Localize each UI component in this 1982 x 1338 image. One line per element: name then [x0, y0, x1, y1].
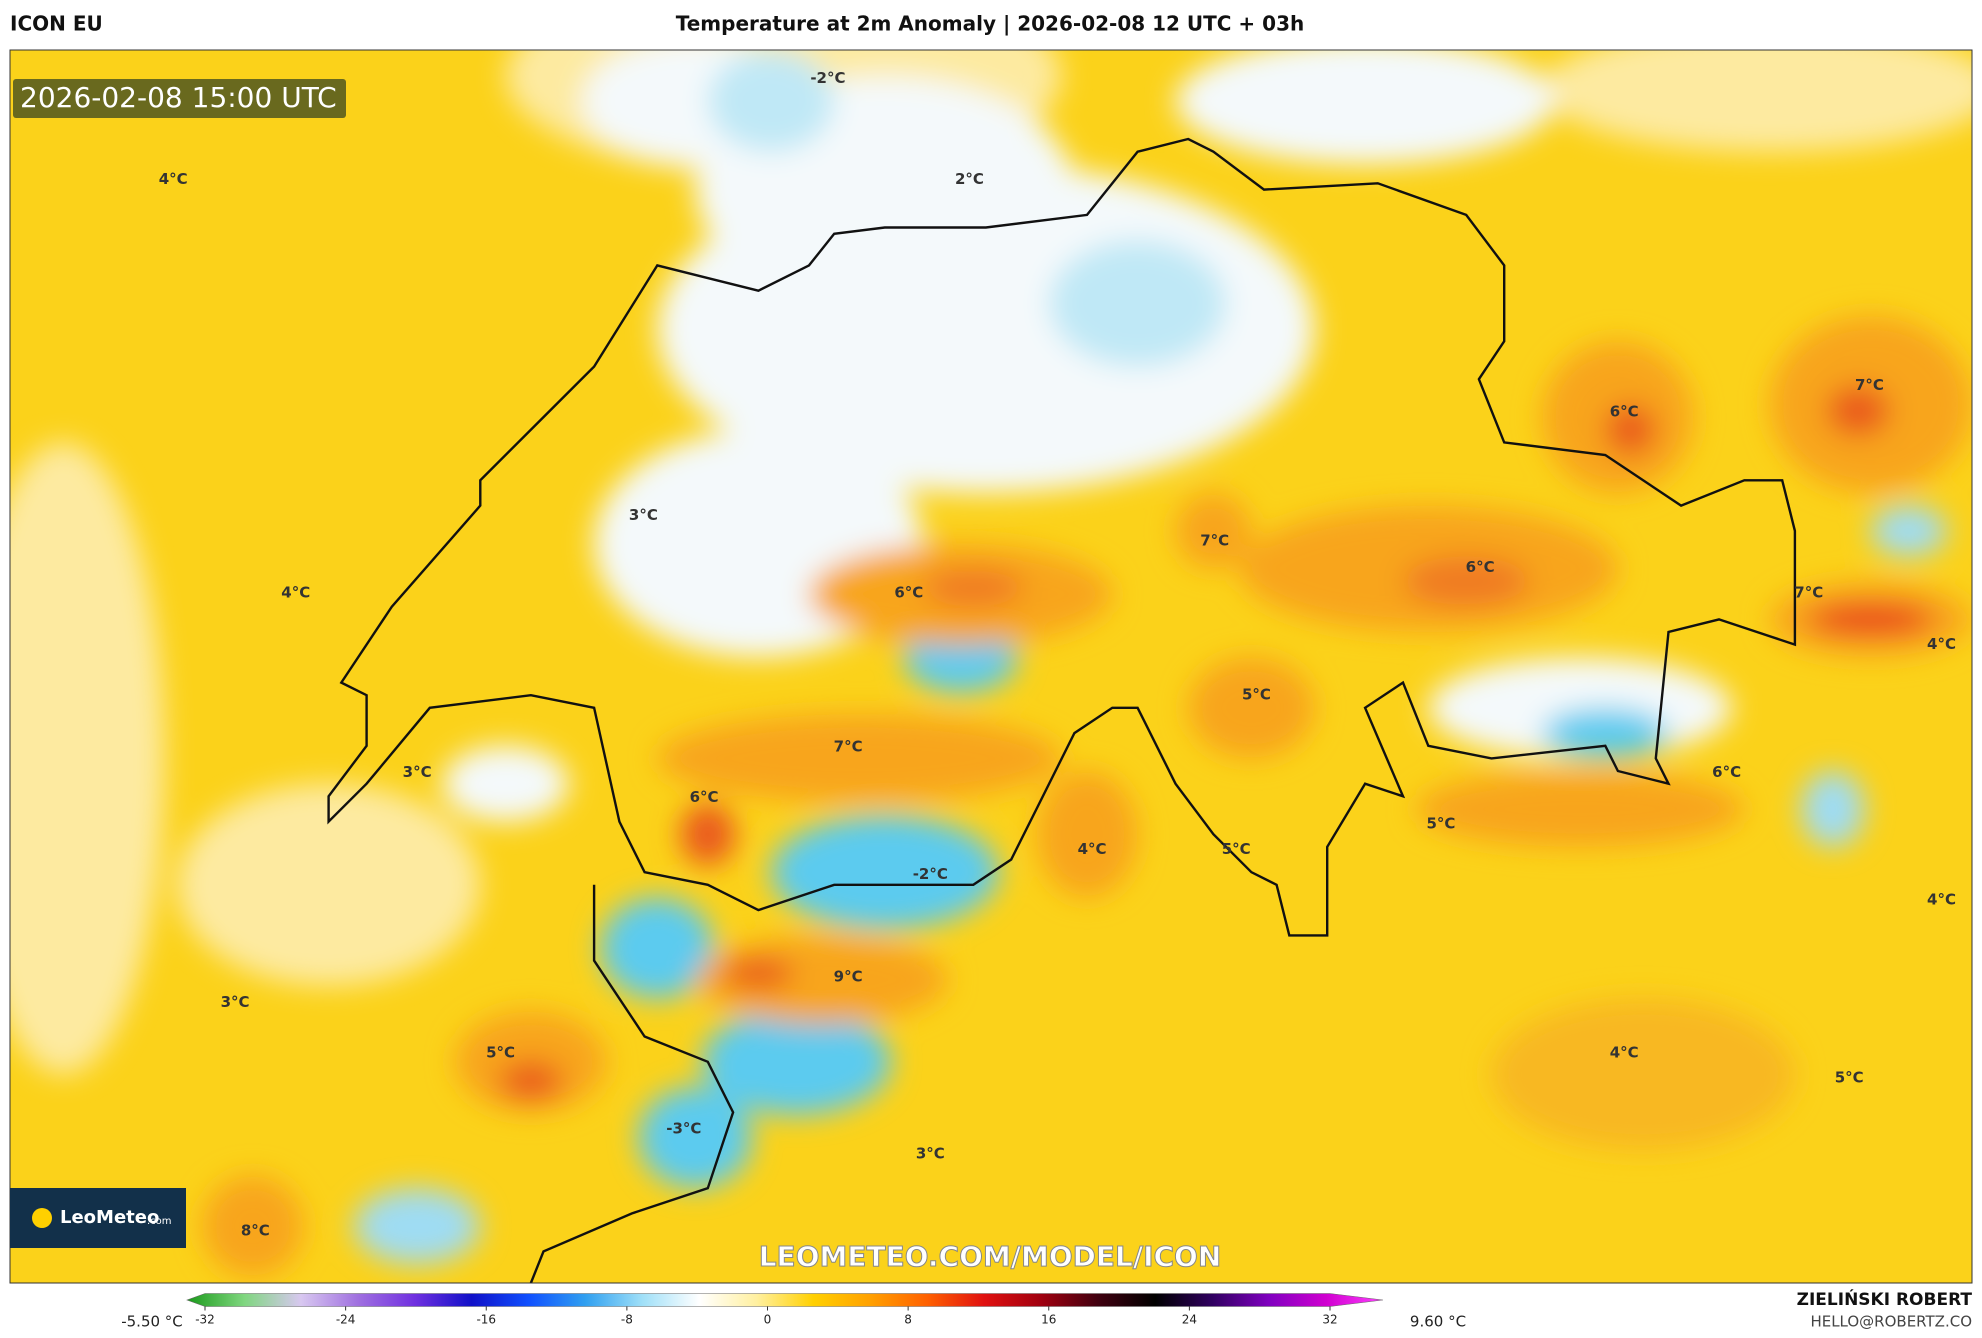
temperature-label: 4°C: [1610, 1043, 1639, 1061]
colorbar-min: -5.50 °C: [121, 1313, 183, 1331]
temperature-label: -2°C: [913, 865, 948, 883]
temperature-label: 4°C: [159, 170, 188, 188]
logo-suffix: .com: [147, 1216, 172, 1227]
anomaly-patch: [10, 442, 165, 1075]
timestamp-box: [13, 79, 346, 118]
temperature-label: 7°C: [1855, 376, 1884, 394]
temperature-label: 7°C: [834, 738, 863, 756]
anomaly-patch: [1542, 50, 1972, 152]
temperature-label: 6°C: [1712, 763, 1741, 781]
anomaly-patch: [922, 568, 1024, 607]
anomaly-patch: [1175, 492, 1252, 569]
logo-sun: [32, 1208, 52, 1228]
anomaly-patch: [1826, 385, 1890, 437]
anomaly-patch: [499, 1061, 563, 1100]
anomaly-patch: [1403, 556, 1530, 607]
temperature-label: 3°C: [629, 506, 658, 524]
temperature-label: 3°C: [403, 763, 432, 781]
anomaly-patch: [353, 1188, 481, 1264]
temperature-label: 5°C: [1242, 686, 1271, 704]
anomaly-patch: [657, 714, 1062, 803]
temperature-label: 5°C: [1426, 815, 1455, 833]
temperature-label: 6°C: [1610, 403, 1639, 421]
colorbar-tick-label: -24: [336, 1313, 356, 1327]
temperature-label: 4°C: [1927, 635, 1956, 653]
colorbar-tick-label: 32: [1322, 1313, 1337, 1327]
anomaly-patch: [723, 958, 794, 989]
colorbar-max: 9.60 °C: [1410, 1313, 1466, 1331]
anomaly-patch: [701, 1008, 892, 1115]
map-area: -2°C 2°C 4°C 3°C 4°C 6°C 7°C 6°C 6°C 7°C 7°C 4°C 5°C…: [10, 50, 1972, 1283]
anomaly-patch: [176, 783, 481, 986]
anomaly-patch: [202, 1175, 304, 1277]
timestamp: 2026-02-08 15:00 UTC: [20, 81, 337, 114]
anomaly-patch: [1036, 771, 1138, 898]
anomaly-patch: [1415, 771, 1745, 847]
anomaly-patch: [1175, 50, 1555, 165]
map-labels: -2°C 2°C 4°C 3°C 4°C 6°C 7°C 6°C 6°C 7°C 7°C 4°C 5°C…: [159, 69, 1956, 1240]
temperature-label: 6°C: [1466, 558, 1495, 576]
colorbar-tick-label: 24: [1182, 1313, 1197, 1327]
temperature-label: 5°C: [1835, 1069, 1864, 1087]
temperature-label: 3°C: [221, 993, 250, 1011]
anomaly-patch: [1049, 240, 1227, 367]
colorbar: -32 -24 -16 -8 0 8 16 24 32: [186, 1293, 1384, 1327]
anomaly-patch: [1542, 707, 1669, 759]
colorbar-tick-label: 0: [764, 1313, 772, 1327]
temperature-label: 7°C: [1200, 531, 1229, 549]
anomaly-patch: [707, 50, 835, 152]
model-name: ICON EU: [10, 12, 103, 36]
anomaly-patch: [442, 745, 569, 822]
anomaly-patch: [1807, 604, 1934, 635]
temperature-label: 6°C: [690, 788, 719, 806]
temperature-label: 3°C: [916, 1145, 945, 1163]
temperature-label: 5°C: [1222, 840, 1251, 858]
temperature-label: -3°C: [666, 1119, 701, 1137]
colorbar-bar: [186, 1293, 1384, 1307]
anomaly-patch: [1605, 404, 1656, 456]
anomaly-field: [10, 50, 1972, 1277]
colorbar-tick-label: -32: [195, 1313, 215, 1327]
anomaly-patch: [1801, 771, 1865, 847]
anomaly-patch: [638, 1087, 753, 1189]
map-frame: [9, 49, 1973, 1284]
temperature-label: 5°C: [486, 1043, 515, 1061]
anomaly-patch: [695, 935, 948, 1024]
temperature-label: 9°C: [834, 968, 863, 986]
colorbar-tick-label: 16: [1041, 1313, 1056, 1327]
author-name: ZIELIŃSKI ROBERT: [1797, 1288, 1973, 1310]
anomaly-patch: [1188, 657, 1315, 759]
temperature-label: 6°C: [894, 583, 923, 601]
watermark: LEOMETEO.COM/MODEL/ICON: [759, 1240, 1222, 1273]
logo-text: LeoMeteo: [60, 1207, 159, 1228]
temperature-label: 7°C: [1794, 583, 1823, 601]
anomaly-patch: [1491, 998, 1795, 1151]
colorbar-tick-label: -16: [476, 1313, 496, 1327]
country-border: [529, 884, 735, 1283]
anomaly-patch: [680, 802, 736, 866]
colorbar-tick-label: 8: [904, 1313, 912, 1327]
country-border: [327, 137, 1797, 937]
temperature-label: -2°C: [810, 69, 845, 87]
map-title: Temperature at 2m Anomaly | 2026-02-08 1…: [676, 12, 1304, 36]
colorbar-tick-label: -8: [621, 1313, 633, 1327]
anomaly-patch: [771, 815, 999, 930]
temperature-label: 8°C: [241, 1222, 270, 1240]
anomaly-patch: [600, 897, 715, 999]
anomaly-patch: [1870, 505, 1947, 557]
temperature-label: 2°C: [955, 170, 984, 188]
temperature-label: 4°C: [1927, 890, 1956, 908]
temperature-label: 4°C: [1078, 840, 1107, 858]
temperature-label: 4°C: [281, 583, 310, 601]
author-contact: HELLO@ROBERTZ.CO: [1810, 1313, 1972, 1331]
